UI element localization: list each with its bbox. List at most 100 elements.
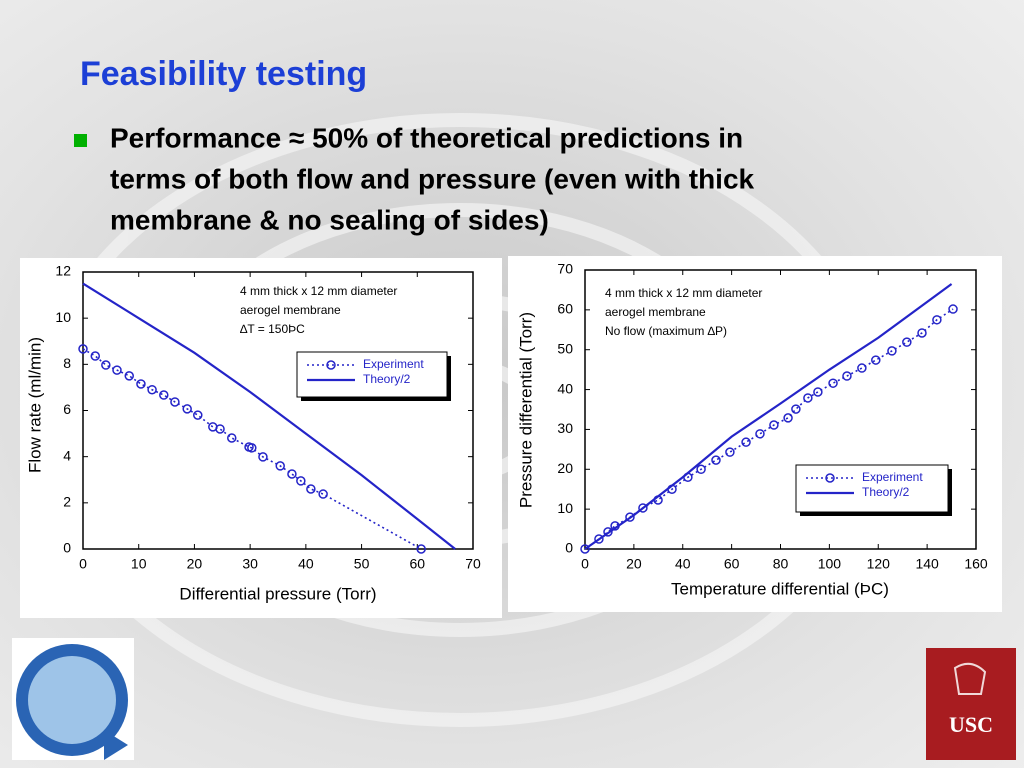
y-axis-label: Pressure differential (Torr) xyxy=(516,312,535,508)
data-point xyxy=(306,484,316,494)
y-tick-label: 12 xyxy=(55,263,71,279)
x-axis-label: Temperature differential (ÞC) xyxy=(671,579,889,598)
mto-logo xyxy=(12,638,134,760)
x-tick-label: 60 xyxy=(724,556,740,572)
bullet-line: Performance ≈ 50% of theoretical predict… xyxy=(110,122,743,153)
data-point xyxy=(112,365,122,375)
x-tick-label: 30 xyxy=(242,556,258,572)
y-axis-label: Flow rate (ml/min) xyxy=(25,337,44,473)
y-tick-label: 40 xyxy=(557,380,573,396)
legend xyxy=(296,351,448,398)
data-point xyxy=(147,384,157,395)
annotation: No flow (maximum ∆P) xyxy=(605,324,727,338)
data-point xyxy=(318,489,328,499)
y-tick-label: 4 xyxy=(63,447,71,463)
annotation: aerogel membrane xyxy=(240,303,341,317)
data-point xyxy=(101,360,111,370)
legend-label: Theory/2 xyxy=(363,372,411,386)
x-tick-label: 0 xyxy=(79,556,87,572)
data-point xyxy=(193,410,203,420)
data-point xyxy=(247,443,257,453)
data-point xyxy=(917,328,927,338)
data-point xyxy=(638,503,648,513)
data-point xyxy=(594,534,604,544)
x-axis-label: Differential pressure (Torr) xyxy=(179,584,376,603)
legend-marker xyxy=(825,473,835,483)
data-point xyxy=(78,344,88,354)
x-tick-label: 20 xyxy=(187,556,203,572)
data-point xyxy=(755,429,765,439)
data-point xyxy=(887,346,897,356)
data-point xyxy=(287,469,297,479)
data-point xyxy=(791,404,801,414)
bullet-marker xyxy=(74,134,87,147)
y-tick-label: 8 xyxy=(63,355,71,371)
data-point xyxy=(741,437,751,447)
data-point xyxy=(813,387,823,397)
x-tick-label: 50 xyxy=(354,556,370,572)
plot-frame xyxy=(82,271,474,550)
x-tick-label: 0 xyxy=(581,556,589,572)
data-point xyxy=(902,337,912,347)
data-point xyxy=(296,476,306,486)
legend-marker xyxy=(326,360,336,370)
series-line xyxy=(82,282,456,550)
annotation: 4 mm thick x 12 mm diameter xyxy=(240,284,397,298)
series-line xyxy=(584,283,953,550)
annotation: aerogel membrane xyxy=(605,305,706,319)
annotation: 4 mm thick x 12 mm diameter xyxy=(605,286,762,300)
legend xyxy=(795,464,949,513)
data-point xyxy=(258,452,268,462)
y-tick-label: 6 xyxy=(63,401,71,417)
x-tick-label: 120 xyxy=(867,556,891,572)
annotation: ∆T = 150ÞC xyxy=(240,322,305,336)
data-point xyxy=(857,363,867,373)
data-point xyxy=(625,512,635,522)
y-tick-label: 0 xyxy=(565,540,573,556)
data-point xyxy=(769,420,779,430)
data-point xyxy=(90,351,101,361)
x-tick-label: 70 xyxy=(465,556,481,572)
data-point xyxy=(159,390,169,400)
usc-logo: USC xyxy=(926,648,1016,760)
data-point xyxy=(136,379,146,389)
legend-label: Theory/2 xyxy=(862,485,910,499)
data-point xyxy=(182,404,192,414)
data-point xyxy=(948,304,958,314)
chart: 0 2 4 6 8 10 12 0 10 20 30 40 50 60 70 Differential pre… xyxy=(20,258,502,618)
slide-title: Feasibility testing xyxy=(80,55,367,93)
x-tick-label: 60 xyxy=(409,556,425,572)
data-point xyxy=(783,413,793,423)
usc-text: USC xyxy=(949,712,993,737)
x-tick-label: 10 xyxy=(131,556,147,572)
data-point xyxy=(725,447,735,457)
data-point xyxy=(696,464,706,475)
data-point xyxy=(227,433,237,443)
legend-label: Experiment xyxy=(363,357,424,371)
y-tick-label: 10 xyxy=(557,500,573,516)
legend-label: Experiment xyxy=(862,470,923,484)
y-tick-label: 2 xyxy=(63,494,71,510)
data-point xyxy=(124,371,134,381)
data-point xyxy=(215,424,225,434)
data-point xyxy=(711,455,721,465)
x-tick-label: 100 xyxy=(818,556,842,572)
y-tick-label: 70 xyxy=(557,261,573,277)
data-point xyxy=(603,527,613,537)
bullet-line: membrane & no sealing of sides) xyxy=(110,204,549,235)
x-tick-label: 20 xyxy=(626,556,642,572)
data-point xyxy=(828,378,838,388)
data-point xyxy=(871,355,881,365)
data-point xyxy=(932,315,942,325)
data-point xyxy=(842,371,852,381)
y-tick-label: 30 xyxy=(557,420,573,436)
y-tick-label: 60 xyxy=(557,301,573,317)
y-tick-label: 20 xyxy=(557,460,573,476)
bullet-text: Performance ≈ 50% of theoretical predict… xyxy=(110,122,755,235)
data-point xyxy=(170,397,180,407)
y-tick-label: 50 xyxy=(557,340,573,356)
data-point xyxy=(416,544,426,554)
x-tick-label: 40 xyxy=(298,556,314,572)
